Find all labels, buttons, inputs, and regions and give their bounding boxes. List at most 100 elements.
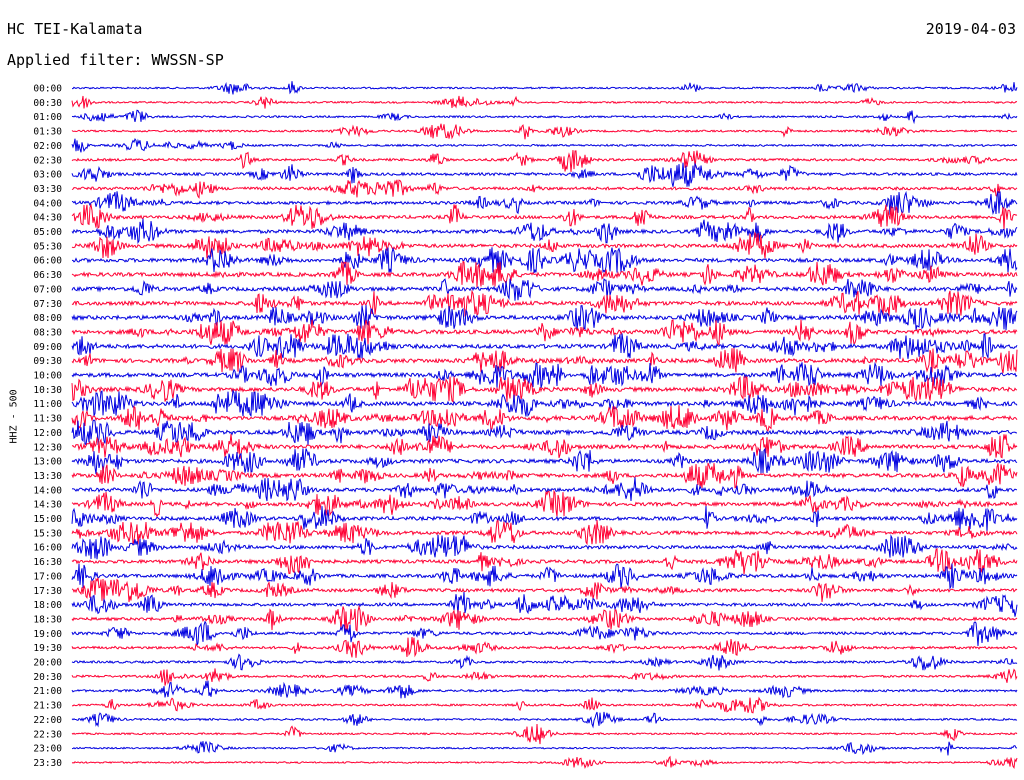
row-time-label: 20:00 [33,658,62,669]
trace-row-1530 [71,519,1018,546]
trace-row-1030 [71,375,1018,403]
trace-row-2230 [71,723,1018,745]
trace-row-0530 [71,231,1018,259]
trace-row-1300 [71,447,1018,475]
trace-row-2200 [71,711,1018,729]
trace-row-0230 [71,150,1018,172]
row-time-label: 10:00 [33,371,62,382]
row-time-label: 01:30 [33,127,62,138]
trace-row-0400 [71,190,1018,216]
trace-row-0930 [71,347,1018,374]
trace-row-0130 [71,123,1017,140]
row-time-label: 21:00 [33,686,62,697]
trace-row-1000 [71,361,1018,389]
row-time-label: 19:30 [33,643,62,654]
row-time-label: 15:00 [33,514,62,525]
station-title: HC TEI-Kalamata [7,20,143,38]
row-time-label: 15:30 [33,528,62,539]
trace-row-1900 [71,620,1018,647]
row-time-label: 09:00 [33,342,62,353]
row-time-label: 14:00 [33,485,62,496]
row-time-label: 17:30 [33,586,62,597]
trace-row-1200 [71,419,1017,446]
row-time-label: 00:30 [33,98,62,109]
trace-row-0030 [71,95,1018,109]
row-time-label: 03:00 [33,170,62,181]
trace-row-1700 [71,563,1018,591]
row-time-label: 22:30 [33,729,62,740]
row-time-label: 14:30 [33,500,62,511]
trace-row-1730 [71,577,1018,603]
trace-row-2130 [71,696,1018,714]
row-time-label: 04:00 [33,198,62,209]
trace-row-0630 [71,260,1018,288]
trace-row-1430 [71,489,1018,518]
row-time-label: 06:30 [33,270,62,281]
row-time-label: 00:00 [33,84,62,95]
trace-row-1600 [71,533,1018,560]
row-time-label: 08:00 [33,313,62,324]
row-time-label: 19:00 [33,629,62,640]
row-time-label: 02:00 [33,141,62,152]
row-time-label: 17:00 [33,571,62,582]
row-time-label: 08:30 [33,327,62,338]
row-time-label: 11:00 [33,399,62,410]
row-time-label: 20:30 [33,672,62,683]
trace-row-2100 [71,680,1018,699]
trace-row-0830 [71,319,1018,346]
filter-subtitle: Applied filter: WWSSN-SP [7,51,224,69]
row-time-label: 23:30 [33,758,62,769]
trace-row-1800 [71,591,1018,617]
row-time-label: 03:30 [33,184,62,195]
trace-row-1230 [71,434,1018,459]
row-time-label: 18:00 [33,600,62,611]
trace-row-0300 [71,162,1018,187]
trace-row-1400 [71,477,1018,502]
trace-row-0330 [71,179,1018,199]
row-time-label: 11:30 [33,414,62,425]
row-time-label: 12:30 [33,442,62,453]
trace-row-0900 [71,333,1018,360]
trace-row-2030 [71,668,1018,686]
trace-row-0100 [71,109,1018,125]
row-time-label: 13:00 [33,457,62,468]
trace-row-0730 [71,289,1018,317]
trace-row-2000 [71,653,1018,671]
date-label: 2019-04-03 [925,20,1016,38]
row-time-label: 16:30 [33,557,62,568]
row-time-label: 18:30 [33,614,62,625]
trace-row-0200 [71,138,1018,153]
trace-row-2330 [71,755,1018,770]
row-time-label: 09:30 [33,356,62,367]
trace-row-1930 [71,637,1018,658]
trace-row-2300 [71,740,1018,756]
trace-row-1330 [71,462,1018,489]
trace-row-1130 [71,405,1018,432]
row-time-label: 07:00 [33,284,62,295]
row-time-label: 05:00 [33,227,62,238]
trace-row-1830 [71,604,1018,633]
row-time-label: 04:30 [33,213,62,224]
trace-row-0500 [71,218,1018,245]
row-time-label: 22:00 [33,715,62,726]
trace-row-0600 [72,246,1018,274]
row-time-label: 23:00 [33,744,62,755]
trace-row-1100 [71,389,1018,418]
trace-row-1500 [71,505,1018,532]
row-time-label: 12:00 [33,428,62,439]
row-time-label: 21:30 [33,701,62,712]
row-time-label: 07:30 [33,299,62,310]
trace-row-0000 [72,81,1018,95]
row-time-label: 16:00 [33,543,62,554]
row-time-label: 05:30 [33,241,62,252]
row-time-label: 01:00 [33,112,62,123]
row-time-label: 13:30 [33,471,62,482]
trace-row-0800 [71,304,1018,331]
trace-row-1630 [71,547,1018,575]
row-time-label: 10:30 [33,385,62,396]
trace-row-0700 [71,277,1018,301]
trace-row-0430 [71,203,1018,231]
row-time-label: 06:00 [33,256,62,267]
row-time-label: 02:30 [33,155,62,166]
